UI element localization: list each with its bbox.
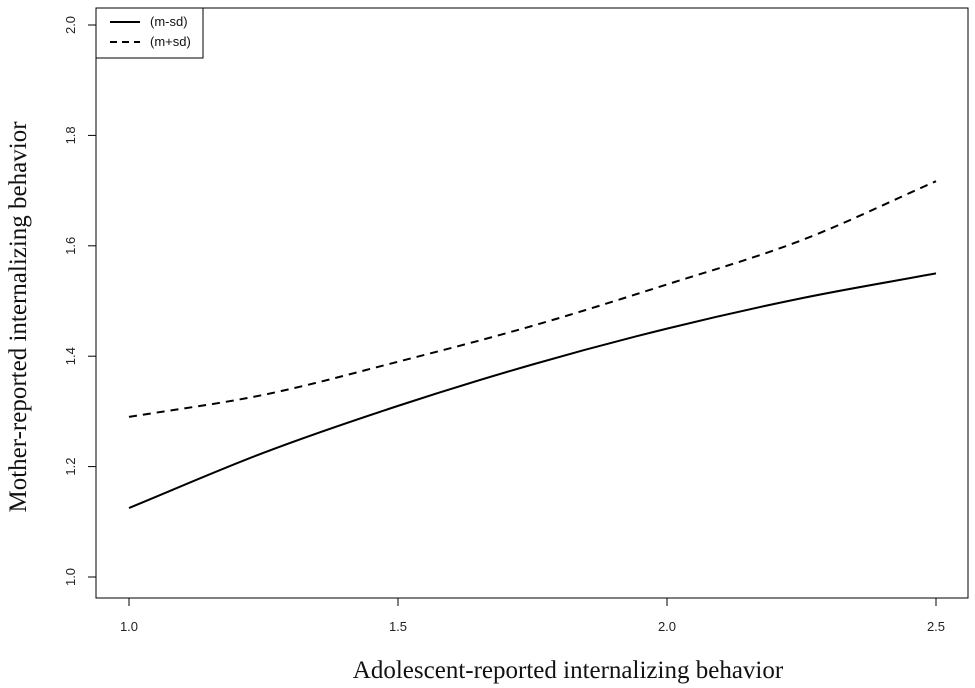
x-axis: 1.0 1.5 2.0 2.5 [120, 598, 945, 634]
legend-label-m-sd: (m-sd) [150, 14, 188, 29]
y-tick-label-2: 1.4 [63, 347, 78, 365]
legend: (m-sd) (m+sd) [95, 7, 204, 59]
x-tick-label-1: 1.5 [389, 619, 407, 634]
x-tick-label-2: 2.0 [658, 619, 676, 634]
y-axis-title: Mother-reported internalizing behavior [5, 121, 32, 513]
legend-box [95, 7, 204, 59]
y-tick-label-1: 1.2 [63, 458, 78, 476]
y-tick-label-4: 1.8 [63, 126, 78, 144]
series-layer [128, 180, 937, 509]
x-tick-label-3: 2.5 [927, 619, 945, 634]
x-tick-label-0: 1.0 [120, 619, 138, 634]
y-axis: 1.0 1.2 1.4 1.6 1.8 2.0 [63, 16, 96, 586]
legend-label-m-plus-sd: (m+sd) [150, 34, 191, 49]
y-tick-label-5: 2.0 [63, 16, 78, 34]
series-line-0 [128, 272, 937, 509]
series-line-1 [128, 180, 937, 418]
y-tick-label-3: 1.6 [63, 237, 78, 255]
y-tick-label-0: 1.0 [63, 568, 78, 586]
x-axis-title: Adolescent-reported internalizing behavi… [353, 657, 784, 684]
plot-frame [95, 7, 969, 599]
